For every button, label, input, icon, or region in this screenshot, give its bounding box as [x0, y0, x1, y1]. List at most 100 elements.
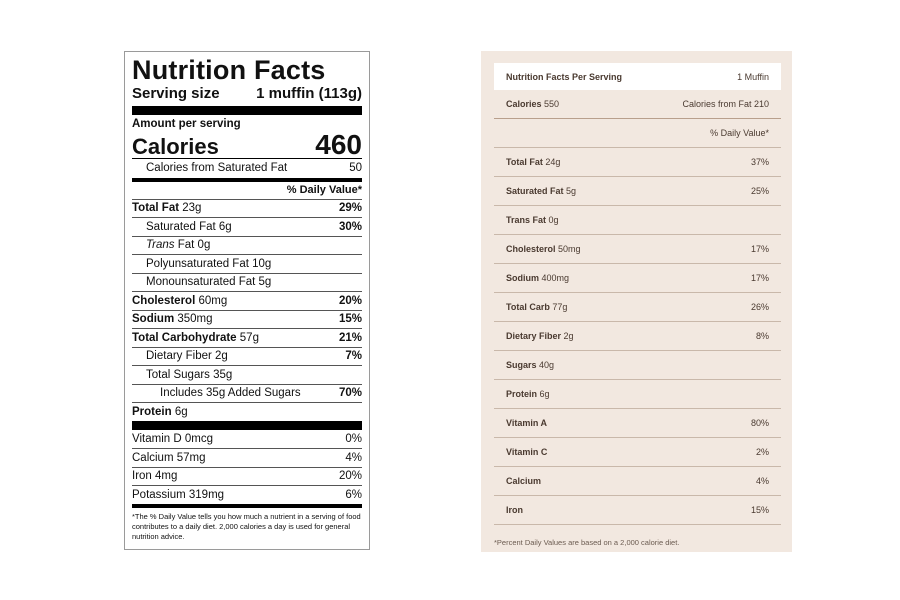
- nutrient-name: Dietary Fiber: [146, 350, 212, 363]
- nutrient-amount: 5g: [258, 276, 272, 289]
- calories-from-fat: Calories from Fat 210: [682, 99, 769, 109]
- nutrition-facts-label-left: Nutrition Facts Serving size 1 muffin (1…: [124, 51, 370, 550]
- vitamin-amount: 4mg: [155, 470, 178, 483]
- nutrient-name: Trans: [146, 239, 175, 252]
- nutrient-row-monounsaturated-fat: Monounsaturated Fat 5g: [132, 272, 362, 292]
- nutrient-row-added-sugars: Includes 35g Added Sugars 70%: [132, 383, 362, 403]
- nutrient-row-calcium: Calcium 4%: [494, 467, 781, 496]
- nutrient-row-total-carbohydrate: Total Carbohydrate 57g 21%: [132, 328, 362, 347]
- nutrient-amount: 0g: [548, 215, 559, 225]
- daily-value-header-row: % Daily Value*: [494, 119, 781, 148]
- nutrient-name: Saturated Fat: [146, 220, 216, 233]
- nutrient-name: Sodium: [506, 273, 539, 283]
- nutrient-row-sodium: Sodium 400mg 17%: [494, 264, 781, 293]
- nutrient-row-sodium: Sodium 350mg 15%: [132, 309, 362, 329]
- nutrient-name: Protein: [132, 405, 172, 418]
- nutrient-amount: 6g: [539, 389, 550, 399]
- nutrient-row-dietary-fiber: Dietary Fiber 2g 8%: [494, 322, 781, 351]
- nutrient-row-total-fat: Total Fat 23g 29%: [132, 198, 362, 218]
- per-serving-value: 1 Muffin: [737, 71, 769, 82]
- divider-thin: [132, 158, 362, 159]
- nutrient-dv: 70%: [338, 387, 362, 400]
- nutrient-dv: 8%: [755, 331, 769, 341]
- nutrient-dv: 20%: [338, 294, 362, 307]
- divider-medium: [132, 503, 362, 508]
- nutrient-name: Dietary Fiber: [506, 331, 562, 341]
- vitamin-amount: 57mg: [176, 451, 206, 464]
- nutrient-amount: 57g: [239, 331, 259, 344]
- nutrient-row-protein: Protein 6g: [494, 380, 781, 409]
- vitamin-row-vitamin-d: Vitamin D 0mcg 0%: [132, 430, 362, 449]
- nutrient-row-vitamin-c: Vitamin C 2%: [494, 438, 781, 467]
- nutrient-dv: 26%: [750, 302, 769, 312]
- nutrient-row-vitamin-a: Vitamin A 80%: [494, 409, 781, 438]
- nutrient-row-iron: Iron 15%: [494, 496, 781, 525]
- vitamin-dv: 4%: [345, 451, 362, 464]
- label-title: Nutrition Facts: [132, 55, 326, 85]
- nutrient-dv: 2%: [755, 447, 769, 457]
- nutrient-row-saturated-fat: Saturated Fat 6g 30%: [132, 217, 362, 236]
- nutrition-facts-label-right: Nutrition Facts Per Serving 1 Muffin Cal…: [481, 51, 792, 552]
- divider-thick: [132, 420, 362, 430]
- nutrient-name: Sodium: [132, 313, 175, 326]
- nutrient-name: Total Fat: [132, 202, 180, 215]
- daily-value-footnote: *Percent Daily Values are based on a 2,0…: [494, 538, 680, 547]
- nutrient-name: Total Fat: [506, 157, 543, 167]
- daily-value-footnote: *The % Daily Value tells you how much a …: [132, 511, 361, 541]
- nutrient-dv: 29%: [338, 202, 362, 215]
- divider-thick: [132, 106, 362, 115]
- vitamin-row-calcium: Calcium 57mg 4%: [132, 448, 362, 467]
- nutrient-row-cholesterol: Cholesterol 50mg 17%: [494, 235, 781, 264]
- vitamin-row-iron: Iron 4mg 20%: [132, 466, 362, 486]
- nutrient-row-cholesterol: Cholesterol 60mg 20%: [132, 291, 362, 310]
- nutrient-name: Iron: [506, 505, 523, 515]
- sat-fat-calories-row: Calories from Saturated Fat 50: [132, 159, 362, 178]
- amount-per-serving: Amount per serving: [132, 118, 241, 130]
- nutrient-row-trans-fat: Trans Fat 0g: [132, 235, 362, 255]
- nutrient-amount: 77g: [552, 302, 568, 312]
- divider-medium: [132, 177, 362, 182]
- nutrient-dv: 80%: [750, 418, 769, 428]
- nutrient-row-dietary-fiber: Dietary Fiber 2g 7%: [132, 346, 362, 366]
- nutrient-row-total-carb: Total Carb 77g 26%: [494, 293, 781, 322]
- vitamin-name: Vitamin D: [132, 432, 182, 445]
- nutrient-dv: 30%: [338, 220, 362, 233]
- nutrient-name: Vitamin C: [506, 447, 548, 457]
- per-serving-header: Nutrition Facts Per Serving 1 Muffin: [494, 63, 781, 90]
- nutrient-row-polyunsaturated-fat: Polyunsaturated Fat 10g: [132, 254, 362, 273]
- nutrient-dv: 17%: [750, 273, 769, 283]
- vitamin-amount: 0mcg: [184, 432, 213, 445]
- nutrient-name: Monounsaturated Fat: [146, 276, 256, 289]
- nutrient-name: Polyunsaturated Fat: [146, 257, 249, 270]
- nutrient-dv: 7%: [345, 350, 362, 363]
- nutrient-name: Sugars: [506, 360, 537, 370]
- nutrient-name: Saturated Fat: [506, 186, 564, 196]
- nutrient-dv: 37%: [750, 157, 769, 167]
- label-left-content: Nutrition Facts Serving size 1 muffin (1…: [132, 56, 362, 542]
- serving-size-row: Serving size 1 muffin (113g): [132, 85, 362, 103]
- nutrient-amount: 40g: [539, 360, 555, 370]
- vitamin-amount: 319mg: [188, 488, 225, 501]
- nutrient-dv: 25%: [750, 186, 769, 196]
- right-rows: Calories 550 Calories from Fat 210 % Dai…: [494, 90, 781, 525]
- sat-fat-calories-label: Calories from Saturated Fat: [146, 162, 288, 175]
- vitamin-dv: 20%: [338, 470, 362, 483]
- nutrient-name: Trans Fat: [506, 215, 547, 225]
- nutrient-name: Includes 35g Added Sugars: [160, 387, 301, 400]
- sat-fat-calories-value: 50: [349, 162, 362, 175]
- nutrient-amount: 6g: [218, 220, 232, 233]
- nutrient-row-trans-fat: Trans Fat 0g: [494, 206, 781, 235]
- nutrient-dv: 15%: [750, 505, 769, 515]
- nutrient-amount: 2g: [563, 331, 574, 341]
- nutrient-dv: 4%: [755, 476, 769, 486]
- nutrient-amount: 60mg: [198, 294, 228, 307]
- calories-row: Calories 550 Calories from Fat 210: [494, 90, 781, 119]
- nutrient-amount: 35g: [213, 368, 233, 381]
- nutrient-dv: 17%: [750, 244, 769, 254]
- vitamin-name: Iron: [132, 470, 152, 483]
- vitamin-name: Potassium: [132, 488, 186, 501]
- nutrient-amount: 350mg: [177, 313, 213, 326]
- daily-value-header: % Daily Value*: [710, 128, 769, 138]
- nutrient-name: Total Sugars: [146, 368, 210, 381]
- vitamin-dv: 0%: [345, 432, 362, 445]
